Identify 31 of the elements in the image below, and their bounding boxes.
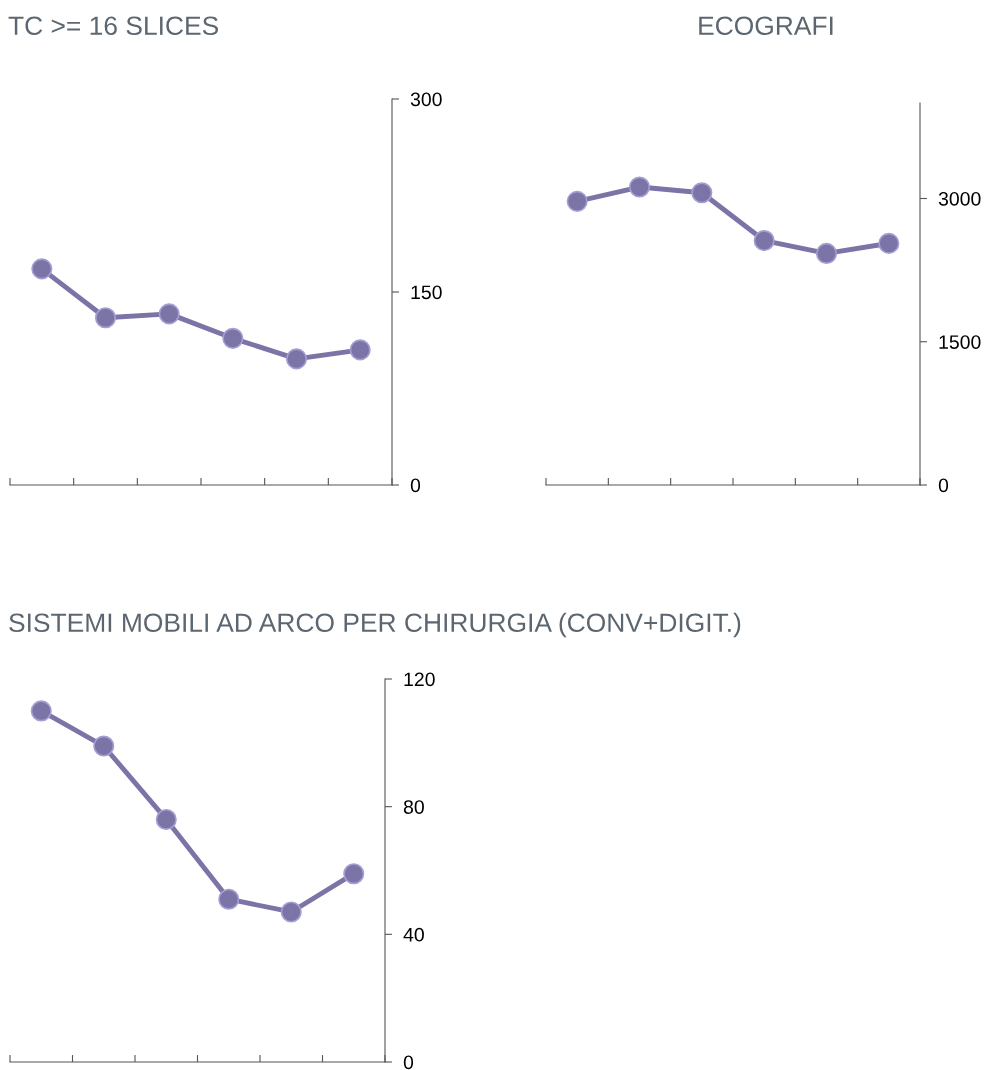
y-tick-label: 1500: [939, 335, 981, 349]
point: [94, 307, 117, 329]
chart-title: SISTEMI MOBILI AD ARCO PER CHIRURGIA (CONV+DIGIT.): [9, 612, 741, 638]
point: [155, 808, 177, 830]
point: [93, 735, 115, 757]
point: [280, 901, 302, 923]
point: [285, 348, 308, 370]
y-tick-label: 0: [410, 478, 421, 493]
point: [30, 700, 52, 722]
y-tick-label: 80: [403, 800, 424, 814]
y-tick-label: 150: [411, 285, 442, 300]
point: [753, 229, 775, 252]
point: [628, 176, 651, 198]
y-tick-label: 0: [938, 478, 949, 493]
chart-title: TC >= 16 SLICES: [8, 16, 218, 36]
point: [222, 327, 244, 349]
chart-title: ECOGRAFI: [699, 16, 833, 36]
point: [815, 242, 838, 264]
point: [31, 258, 53, 280]
y-tick-label: 40: [403, 927, 424, 942]
point: [218, 888, 240, 910]
point: [566, 190, 588, 212]
y-tick-label: 300: [410, 92, 442, 107]
y-tick-label: 120: [404, 672, 435, 687]
y-tick-label: 3000: [938, 191, 981, 206]
point: [158, 303, 180, 325]
y-tick-label: 0: [403, 1055, 414, 1070]
point: [878, 232, 900, 254]
point: [349, 339, 371, 361]
point: [691, 182, 713, 204]
point: [343, 863, 365, 885]
